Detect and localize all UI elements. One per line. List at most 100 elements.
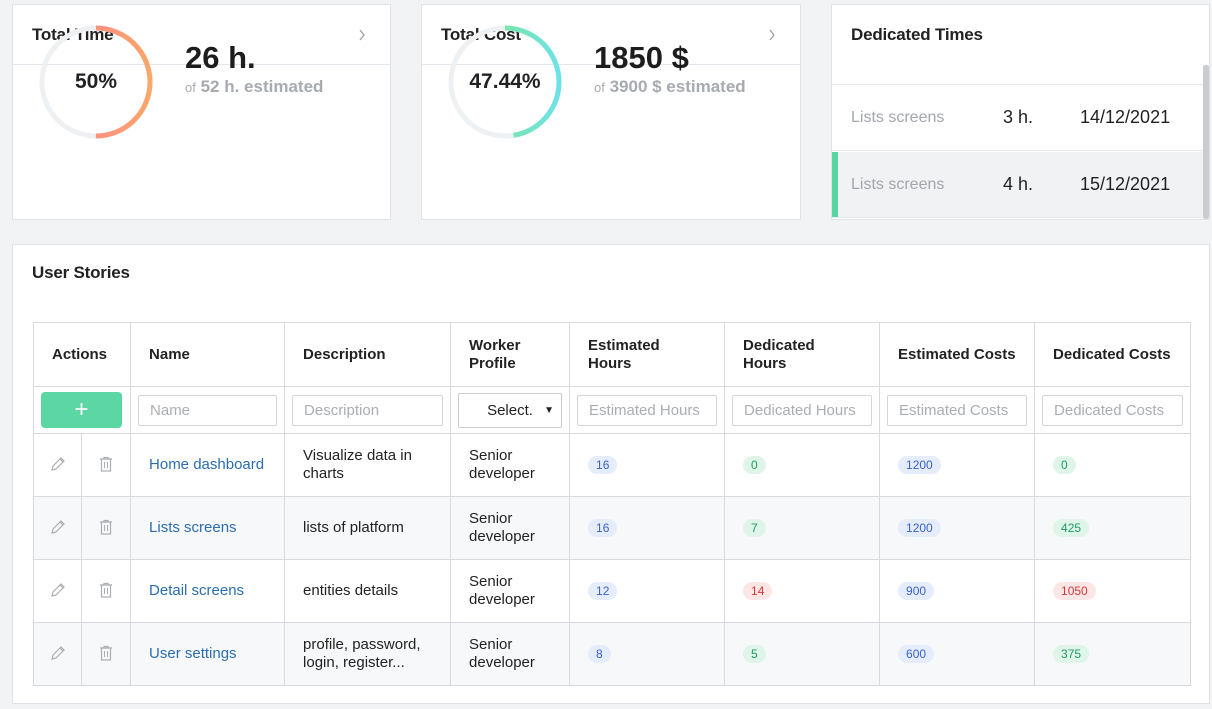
scrollbar-thumb[interactable] [1203,65,1209,219]
trash-icon[interactable] [95,642,117,664]
trash-icon[interactable] [95,579,117,601]
total-time-estimated: 52 h. estimated [200,77,324,96]
story-description-line2: charts [303,465,344,482]
add-story-button[interactable]: + [41,392,122,428]
dedicated-time-name: Lists screens [851,175,945,193]
story-worker-profile: Senior developer [469,510,535,545]
story-name-link[interactable]: Lists screens [149,519,237,536]
col-estimated-hours-line2: Hours [588,354,632,372]
dedicated-time-row[interactable]: Lists screens 3 h. 14/12/2021 [832,85,1204,151]
dedicated-time-name: Lists screens [851,108,945,126]
user-stories-card: User Stories Actions Name Description Wo… [12,244,1210,704]
filter-row: + Name Description Select. ▼ Estimated Ho… [32,386,1192,434]
dedicated-time-row-selected[interactable]: Lists screens 4 h. 15/12/2021 [832,152,1204,218]
trash-icon[interactable] [95,453,117,475]
story-worker-profile-line1: Senior [469,510,513,527]
dedicated-times-card: Dedicated Times Lists screens 3 h. 14/12… [831,4,1210,220]
total-time-value: 26 h. [185,40,256,75]
worker-profile-select-value: Select. [487,401,533,419]
table-row: Home dashboard Visualize data in charts Sen… [33,433,1192,497]
dedicated-times-scrollbar[interactable] [1203,65,1209,219]
total-cost-estimated: 3900 $ estimated [609,77,746,96]
estimated-costs-filter-input[interactable]: Estimated Costs [887,394,1028,426]
estimated-hours-badge: 16 [588,456,618,474]
col-worker-profile-line1: Worker [469,336,521,354]
time-percent: 50% [74,70,118,93]
story-description: lists of platform [303,519,404,536]
story-worker-profile-line2: developer [469,465,535,482]
story-worker-profile: Senior developer [469,636,535,671]
dedicated-hours-filter-input[interactable]: Dedicated Hours [732,394,873,426]
story-description: Visualize data in charts [303,447,412,482]
story-worker-profile-line2: developer [469,528,535,545]
table-header-row: Actions Name Description Worker Profile E… [32,322,1192,387]
total-time-of: of [185,80,196,95]
dedicated-time-hours: 3 h. [1003,107,1034,127]
user-stories-title: User Stories [32,263,130,282]
col-dedicated-costs: Dedicated Costs [1034,322,1192,387]
dedicated-time-hours: 4 h. [1003,174,1034,194]
description-filter-input[interactable]: Description [292,394,444,426]
dedicated-time-date: 14/12/2021 [1080,107,1171,127]
story-description-line1: profile, password, [303,636,421,653]
story-description-line1: Visualize data in [303,447,412,464]
story-description-line2: login, register... [303,654,405,671]
user-stories-table: Actions Name Description Worker Profile E… [32,322,1192,686]
story-name-link[interactable]: Home dashboard [149,456,265,473]
estimated-hours-badge: 16 [588,519,618,537]
col-description: Description [284,322,452,387]
estimated-costs-badge: 1200 [898,456,941,474]
story-worker-profile-line1: Senior [469,447,513,464]
story-worker-profile: Senior developer [469,573,535,608]
estimated-costs-badge: 1200 [898,519,941,537]
pencil-icon[interactable] [47,579,69,601]
story-name-link[interactable]: User settings [149,645,237,662]
trash-icon[interactable] [95,516,117,538]
cost-progress-ring: 47.44% [448,25,562,139]
story-description: profile, password, login, register... [303,636,421,671]
dedicated-times-header: Dedicated Times [832,5,1209,85]
col-dedicated-hours-line1: Dedicated [743,336,815,354]
story-worker-profile-line1: Senior [469,573,513,590]
story-worker-profile-line1: Senior [469,636,513,653]
col-estimated-hours: Estimated Hours [569,322,726,387]
table-row: Detail screens entities details Senior deve… [33,559,1192,623]
dedicated-costs-badge: 375 [1053,645,1090,663]
selected-indicator [832,152,838,217]
estimated-costs-badge: 600 [898,645,935,663]
dedicated-costs-badge: 425 [1053,519,1090,537]
story-description-line1: entities details [303,582,399,599]
dedicated-costs-badge: 0 [1053,456,1076,474]
col-dedicated-hours-line2: Hours [743,354,787,372]
estimated-hours-filter-input[interactable]: Estimated Hours [577,394,718,426]
story-description-line1: lists of platform [303,519,404,536]
col-worker-profile-line2: Profile [469,354,516,372]
table-row: Lists screens lists of platform Senior deve… [33,496,1192,560]
time-progress-ring: 50% [39,25,153,139]
pencil-icon[interactable] [47,642,69,664]
total-time-card: Total Time 50% 26 h. of 52 h. estimated [12,4,391,220]
total-cost-value: 1850 $ [594,40,689,75]
col-estimated-hours-line1: Estimated [588,336,660,354]
estimated-hours-badge: 12 [588,582,618,600]
col-worker-profile: Worker Profile [450,322,571,387]
dedicated-hours-badge: 5 [743,645,766,663]
dedicated-hours-badge: 0 [743,456,766,474]
col-estimated-costs: Estimated Costs [879,322,1036,387]
col-dedicated-hours: Dedicated Hours [724,322,881,387]
name-filter-input[interactable]: Name [138,394,278,426]
story-worker-profile-line2: developer [469,654,535,671]
total-cost-card: Total Cost 47.44% 1850 $ of 3900 $ estim… [421,4,801,220]
story-name-link[interactable]: Detail screens [149,582,245,599]
chevron-right-icon[interactable] [353,26,371,44]
story-worker-profile-line2: developer [469,591,535,608]
dedicated-costs-filter-input[interactable]: Dedicated Costs [1042,394,1184,426]
pencil-icon[interactable] [47,453,69,475]
table-row: User settings profile, password, login, re… [33,622,1192,686]
estimated-hours-badge: 8 [588,645,611,663]
cost-percent: 47.44% [469,70,541,93]
worker-profile-select[interactable]: Select. ▼ [458,392,563,428]
pencil-icon[interactable] [47,516,69,538]
chevron-right-icon[interactable] [763,26,781,44]
total-cost-of: of [594,80,605,95]
